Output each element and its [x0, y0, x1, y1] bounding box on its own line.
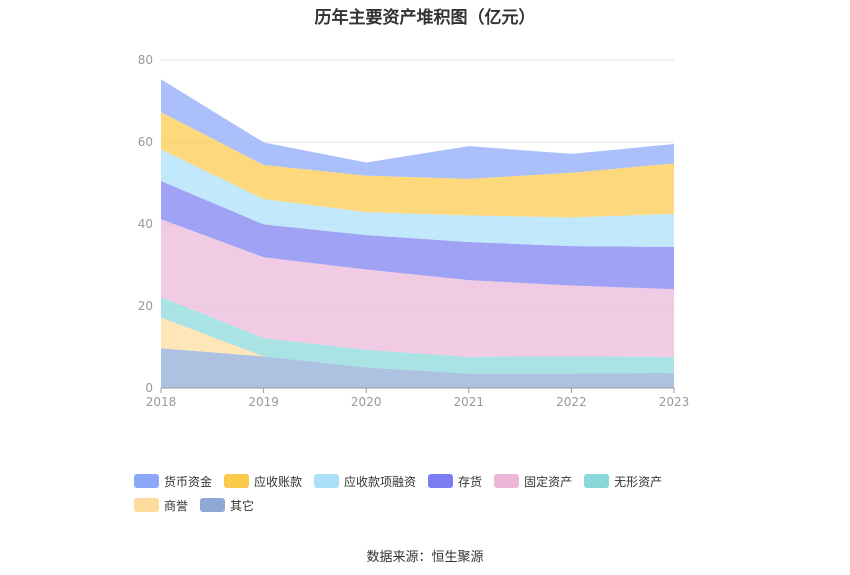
y-tick-label: 20: [138, 299, 153, 313]
chart-title: 历年主要资产堆积图（亿元）: [314, 8, 536, 28]
source-name: 恒生聚源: [431, 550, 484, 565]
legend-item-应收账款[interactable]: 应收账款: [224, 472, 302, 490]
legend-swatch: [224, 474, 250, 488]
x-tick-label: 2020: [351, 395, 382, 409]
legend-item-存货[interactable]: 存货: [428, 472, 482, 490]
legend-item-其它[interactable]: 其它: [200, 496, 254, 514]
legend-swatch: [494, 474, 520, 488]
legend-label: 应收账款: [254, 474, 303, 489]
area-series-应收账款: [161, 112, 674, 218]
legend-label: 固定资产: [524, 474, 573, 489]
area-series-无形资产: [161, 296, 674, 374]
y-tick-label: 0: [145, 381, 153, 395]
axes: 0 20 40 60 80 2018 2019 2020 2021 2022 2023: [138, 53, 690, 409]
legend-swatch: [200, 498, 226, 512]
y-tick-label: 60: [138, 135, 153, 149]
legend-label: 商誉: [164, 498, 189, 513]
legend-swatch: [314, 474, 340, 488]
legend-label: 应收款项融资: [344, 474, 417, 489]
y-tick-label: 40: [138, 217, 153, 231]
area-series-固定资产: [161, 219, 674, 357]
legend-swatch: [584, 474, 610, 488]
legend-item-无形资产[interactable]: 无形资产: [584, 472, 662, 490]
legend-swatch: [134, 498, 159, 512]
area-series-货币资金: [161, 79, 674, 179]
legend-item-应收款项融资[interactable]: 应收款项融资: [314, 472, 416, 490]
legend-item-货币资金[interactable]: 货币资金: [134, 472, 212, 490]
area-series-group: [161, 79, 674, 388]
legend-swatch: [134, 474, 159, 488]
area-series-应收款项融资: [161, 149, 674, 247]
y-tick-label: 80: [138, 53, 153, 67]
legend-label: 无形资产: [614, 474, 663, 489]
area-series-其它: [161, 348, 674, 388]
area-series-存货: [161, 180, 674, 290]
legend: 货币资金 应收账款 应收款项融资 存货 固定资产 无形资产商誉 其它: [134, 472, 734, 514]
x-tick-label: 2023: [659, 395, 690, 409]
legend-item-固定资产[interactable]: 固定资产: [494, 472, 572, 490]
x-tick-label: 2019: [248, 395, 279, 409]
legend-swatch: [428, 474, 454, 488]
x-tick-label: 2022: [556, 395, 587, 409]
legend-label: 其它: [230, 498, 255, 513]
data-source: 数据来源：恒生聚源: [0, 546, 850, 565]
x-tick-label: 2018: [146, 395, 177, 409]
legend-label: 存货: [458, 474, 483, 489]
x-tick-label: 2021: [454, 395, 485, 409]
legend-label: 货币资金: [164, 474, 213, 489]
legend-item-商誉[interactable]: 商誉: [134, 496, 188, 514]
source-label: 数据来源：: [366, 550, 432, 565]
